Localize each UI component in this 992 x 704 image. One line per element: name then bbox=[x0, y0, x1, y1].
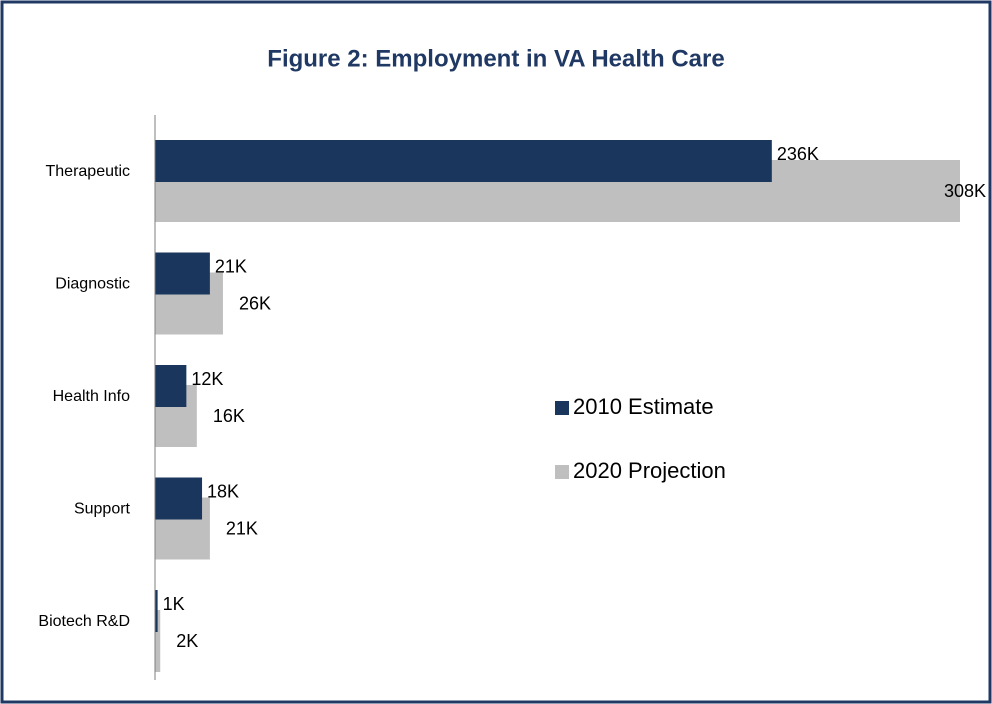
bar bbox=[155, 477, 203, 520]
value-label: 18K bbox=[207, 481, 239, 501]
value-label: 26K bbox=[239, 293, 271, 313]
value-label: 16K bbox=[213, 406, 245, 426]
category-label: Health Info bbox=[53, 388, 130, 405]
category-label: Support bbox=[74, 501, 131, 518]
category-label: Biotech R&D bbox=[38, 613, 130, 630]
chart-title: Figure 2: Employment in VA Health Care bbox=[267, 45, 724, 72]
value-label: 21K bbox=[215, 256, 247, 276]
legend-swatch bbox=[555, 465, 569, 479]
legend-label: 2020 Projection bbox=[573, 458, 726, 483]
value-label: 308K bbox=[944, 181, 986, 201]
legend-label: 2010 Estimate bbox=[573, 394, 714, 419]
value-label: 21K bbox=[226, 518, 258, 538]
value-label: 1K bbox=[163, 594, 185, 614]
bar bbox=[155, 140, 772, 182]
bar bbox=[155, 610, 161, 672]
bar bbox=[155, 590, 158, 632]
bar bbox=[155, 252, 210, 295]
value-label: 236K bbox=[777, 144, 819, 164]
value-label: 2K bbox=[176, 631, 198, 651]
bar bbox=[155, 365, 187, 407]
category-label: Diagnostic bbox=[55, 276, 130, 293]
value-label: 12K bbox=[191, 369, 223, 389]
category-label: Therapeutic bbox=[46, 163, 131, 180]
legend-swatch bbox=[555, 401, 569, 415]
